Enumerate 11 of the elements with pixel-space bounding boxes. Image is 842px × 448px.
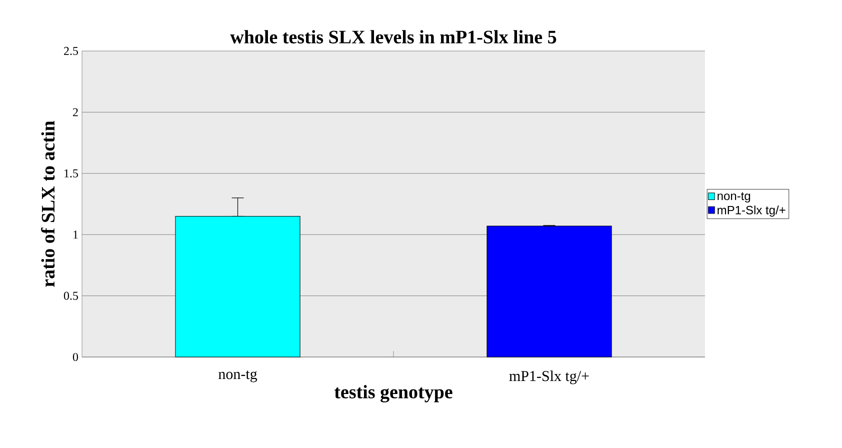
y-tick-label: 1.5 [64,169,78,178]
y-tick-label: 2 [73,108,78,116]
y-tick-label: 2.5 [64,46,78,56]
x-axis-title: testis genotype [334,385,452,402]
y-tick-label: 0.5 [64,292,78,300]
y-tick-label: 0 [72,352,78,362]
legend-label: non-tg [718,192,750,203]
chart-title: whole testis SLX levels in mP1-Slx line 5 [230,30,556,44]
legend-label: mP1-Slx tg/+ [718,206,786,217]
y-tick-label: 1 [74,230,78,239]
y-axis-title: ratio of SLX to actin [41,120,55,287]
